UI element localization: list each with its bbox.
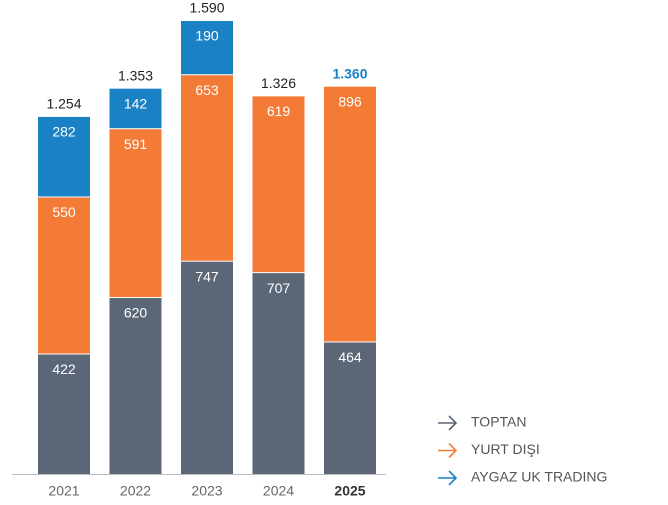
bar-segment: [252, 273, 305, 474]
segment-label: 422: [52, 361, 76, 377]
x-tick-label: 2021: [48, 483, 79, 499]
segment-label: 464: [338, 349, 362, 365]
legend-label: YURT DIŞI: [471, 441, 540, 457]
bar-segment: [324, 86, 376, 342]
bar-segment: [252, 96, 305, 273]
segment-label: 747: [195, 268, 219, 284]
segment-label: 550: [52, 204, 76, 220]
segment-label: 282: [52, 124, 76, 140]
total-label: 1.360: [332, 65, 367, 81]
segment-label: 190: [195, 28, 219, 44]
bar-segment: [109, 297, 162, 474]
total-label: 1.353: [118, 67, 153, 83]
segment-label: 142: [124, 95, 148, 111]
segment-label: 619: [267, 103, 291, 119]
x-tick-label: 2022: [120, 483, 151, 499]
total-label: 1.590: [189, 0, 224, 16]
x-tick-label: 2024: [263, 483, 294, 499]
legend-arrow: [438, 470, 458, 486]
x-tick-label: 2025: [334, 483, 365, 499]
bar-segment: [181, 261, 233, 474]
segment-label: 591: [124, 136, 148, 152]
total-label: 1.326: [261, 75, 296, 91]
legend-arrow: [438, 442, 458, 459]
bar-segment: [109, 88, 162, 129]
segment-label: 707: [267, 280, 291, 296]
bar-segment: [38, 197, 90, 354]
bar-segment: [181, 75, 233, 261]
bar-segment: [38, 354, 90, 474]
segment-label: 653: [195, 82, 219, 98]
legend-label: TOPTAN: [471, 414, 527, 430]
total-label: 1.254: [46, 96, 81, 112]
segment-label: 620: [124, 305, 148, 321]
legend-label: AYGAZ UK TRADING: [471, 469, 607, 485]
legend-arrow: [438, 415, 458, 431]
bar-segment: [324, 342, 376, 474]
x-tick-label: 2023: [191, 483, 222, 499]
bar-segment: [38, 116, 90, 197]
bar-segment: [181, 21, 233, 75]
bar-segment: [109, 129, 162, 297]
segment-label: 896: [338, 93, 362, 109]
